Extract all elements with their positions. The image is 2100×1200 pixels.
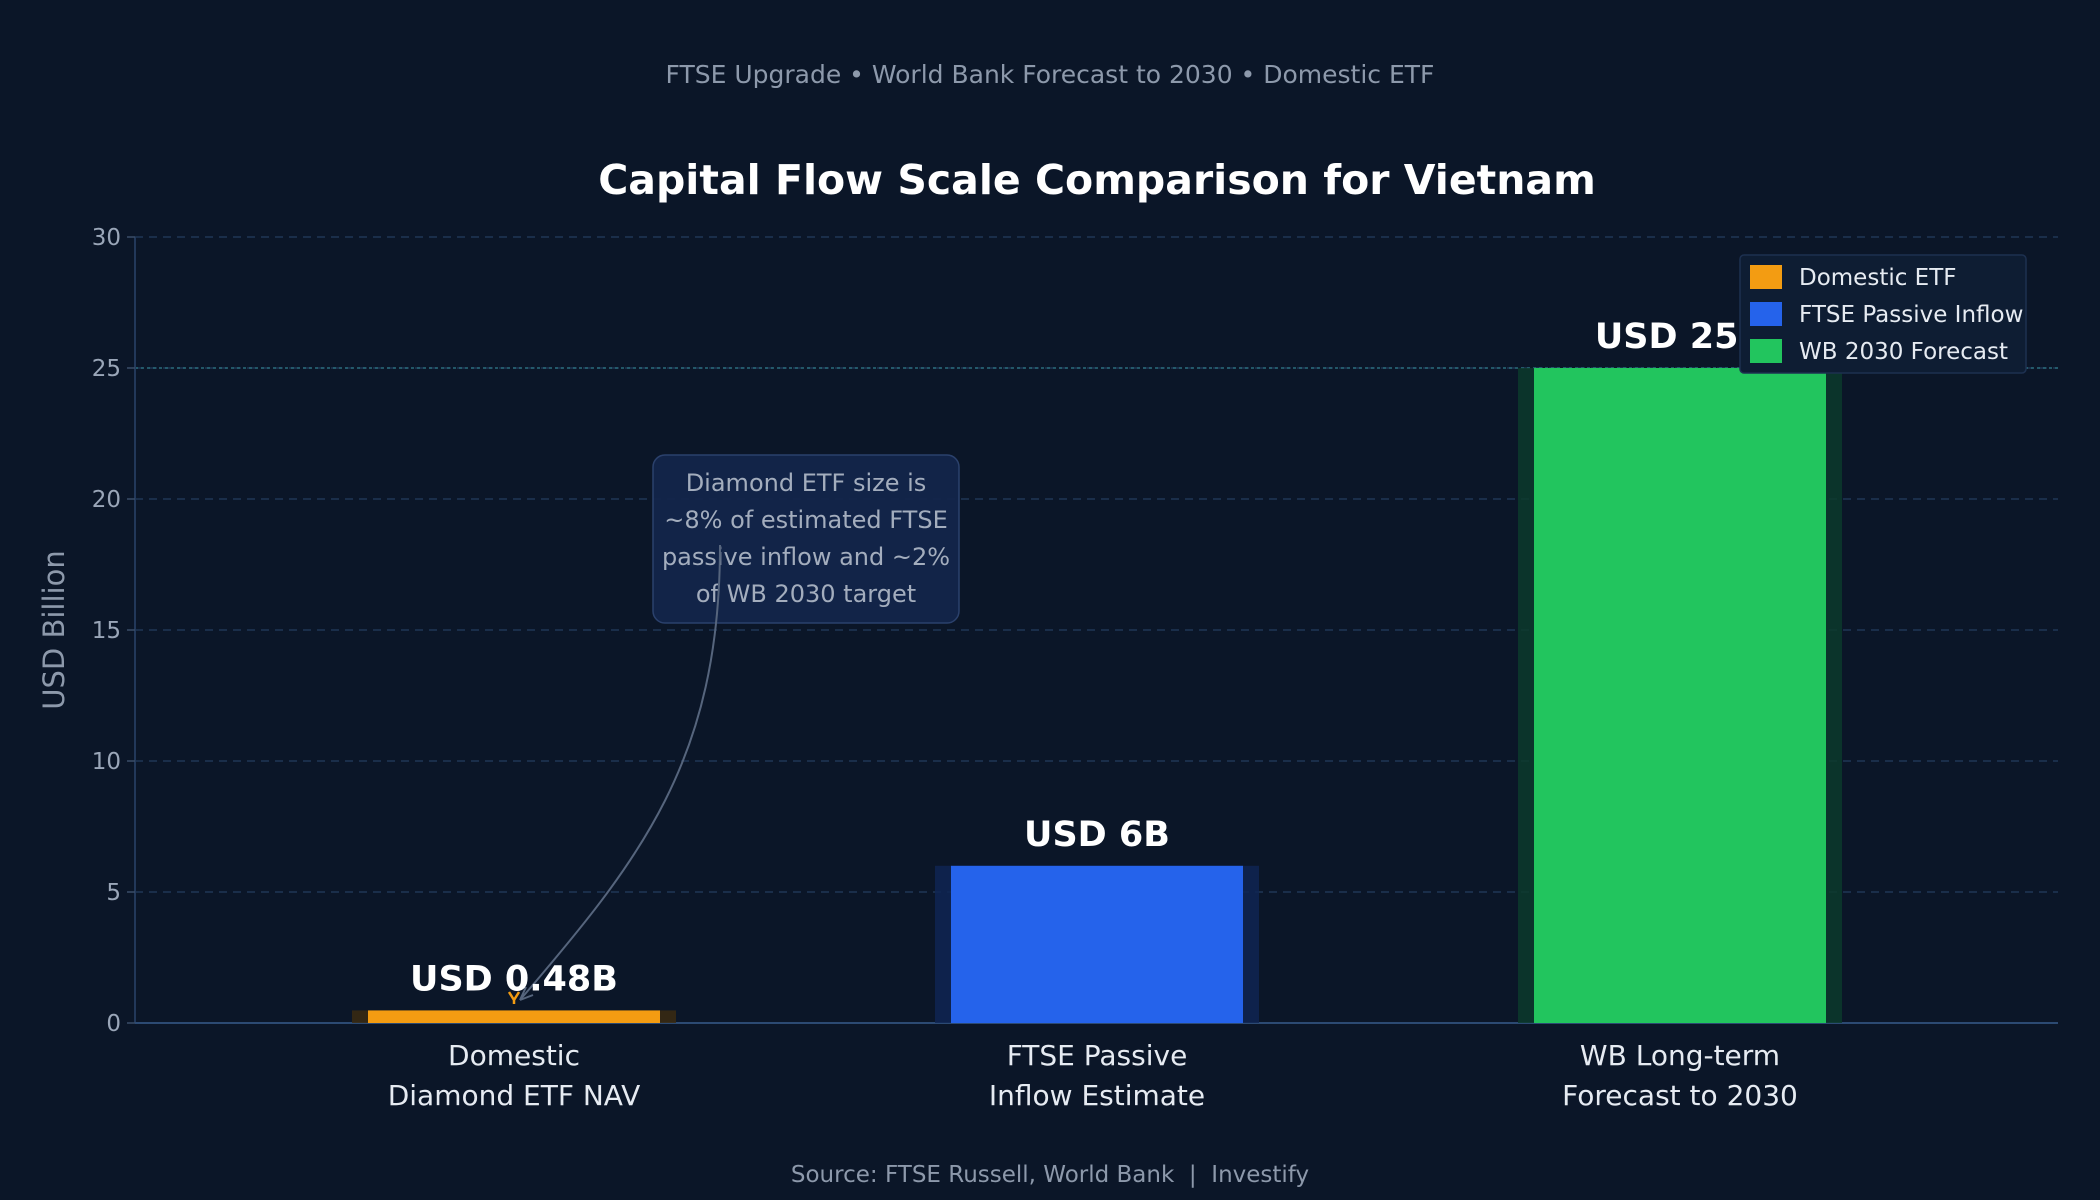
legend-label: FTSE Passive Inflow (1799, 302, 2023, 328)
legend: Domestic ETF FTSE Passive Inflow WB 2030 F… (1739, 254, 2027, 374)
category-label: FTSE Passive (1007, 1039, 1188, 1072)
legend-swatch (1750, 339, 1782, 363)
y-tick-label: 20 (92, 487, 121, 513)
y-axis-ticks: 0 5 10 15 20 25 30 (92, 225, 135, 1037)
marker-icon (507, 991, 521, 1004)
legend-label: WB 2030 Forecast (1799, 339, 2008, 365)
source-note: Source: FTSE Russell, World Bank | Inves… (791, 1162, 1309, 1188)
bar (951, 865, 1243, 1023)
x-axis-labels: Domestic Diamond ETF NAV FTSE Passive Inflo… (388, 1039, 1798, 1112)
annotation-box (652, 454, 960, 624)
annotation-text: passive inflow and ~2% (662, 543, 950, 571)
y-tick-label: 0 (106, 1011, 121, 1037)
value-label: USD 25B (1595, 317, 1765, 357)
value-label: USD 6B (1024, 815, 1170, 855)
y-tick-label: 15 (92, 618, 121, 644)
y-axis-label: USD Billion (37, 550, 71, 709)
category-label: Domestic (448, 1039, 580, 1072)
legend-label: Domestic ETF (1799, 265, 1957, 291)
bars (352, 368, 1842, 1023)
annotation-text: Diamond ETF size is (686, 469, 927, 497)
category-label: Diamond ETF NAV (388, 1079, 641, 1112)
legend-swatch (1750, 302, 1782, 326)
bar (1534, 368, 1826, 1023)
annotation: Diamond ETF size is ~8% of estimated FTSE… (507, 454, 960, 1004)
category-label: WB Long-term (1580, 1039, 1780, 1072)
annotation-text: of WB 2030 target (696, 580, 916, 608)
y-tick-label: 30 (92, 225, 121, 251)
value-labels: USD 0.48B USD 6B USD 25B (410, 317, 1765, 999)
annotation-arrowhead (519, 986, 534, 1001)
category-label: Inflow Estimate (989, 1079, 1205, 1112)
bar (368, 1010, 660, 1023)
legend-box (1739, 254, 2027, 374)
annotation-arrow (519, 544, 721, 1001)
annotation-text: ~8% of estimated FTSE (664, 506, 948, 534)
chart-subtitle: FTSE Upgrade • World Bank Forecast to 20… (666, 60, 1435, 89)
y-tick-label: 25 (92, 356, 121, 382)
chart-title: Capital Flow Scale Comparison for Vietna… (598, 156, 1596, 204)
value-label: USD 0.48B (410, 959, 618, 999)
y-tick-label: 10 (92, 749, 121, 775)
y-tick-label: 5 (106, 880, 121, 906)
legend-swatch (1750, 265, 1782, 289)
category-label: Forecast to 2030 (1562, 1079, 1798, 1112)
